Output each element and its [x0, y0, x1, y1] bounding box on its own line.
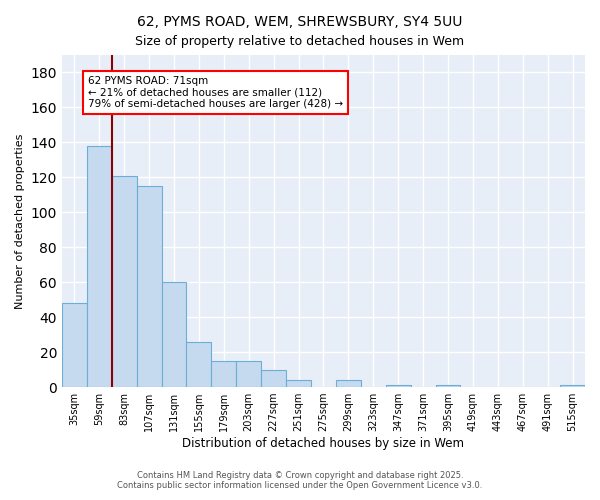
Bar — [161, 282, 187, 387]
Bar — [436, 386, 460, 387]
Text: Contains HM Land Registry data © Crown copyright and database right 2025.
Contai: Contains HM Land Registry data © Crown c… — [118, 470, 482, 490]
Bar — [560, 386, 585, 387]
Text: 62, PYMS ROAD, WEM, SHREWSBURY, SY4 5UU: 62, PYMS ROAD, WEM, SHREWSBURY, SY4 5UU — [137, 15, 463, 29]
Bar — [112, 176, 137, 387]
Bar — [336, 380, 361, 387]
Bar — [137, 186, 161, 387]
Bar — [386, 386, 410, 387]
Text: 62 PYMS ROAD: 71sqm
← 21% of detached houses are smaller (112)
79% of semi-detac: 62 PYMS ROAD: 71sqm ← 21% of detached ho… — [88, 76, 343, 109]
Bar — [261, 370, 286, 387]
Bar — [211, 361, 236, 387]
Bar — [62, 303, 87, 387]
Bar — [286, 380, 311, 387]
Y-axis label: Number of detached properties: Number of detached properties — [15, 134, 25, 308]
Bar — [236, 361, 261, 387]
X-axis label: Distribution of detached houses by size in Wem: Distribution of detached houses by size … — [182, 437, 464, 450]
Bar — [187, 342, 211, 387]
Text: Size of property relative to detached houses in Wem: Size of property relative to detached ho… — [136, 35, 464, 48]
Bar — [87, 146, 112, 387]
